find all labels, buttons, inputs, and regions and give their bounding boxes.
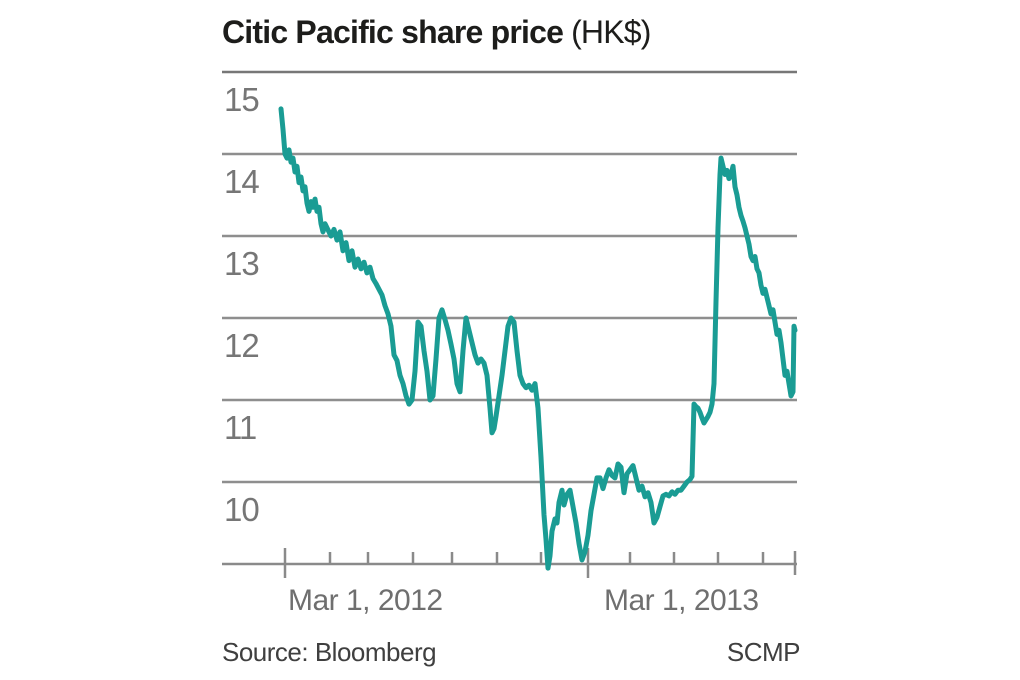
x-axis-ticks (283, 548, 797, 578)
y-axis-label: 10 (224, 491, 260, 528)
gridlines (222, 70, 797, 484)
chart-title: Citic Pacific share price (HK$) (222, 14, 822, 51)
y-axis-label: 15 (224, 81, 260, 118)
price-line (278, 106, 798, 571)
scmp-credit: SCMP (726, 637, 801, 667)
y-axis-label: 12 (224, 327, 260, 364)
y-axis-label: 13 (224, 245, 260, 282)
y-axis-label: 11 (224, 409, 257, 446)
chart-title-text: Citic Pacific share price (222, 14, 564, 50)
source-label: Source: Bloomberg (222, 637, 437, 667)
x-axis-label: Mar 1, 2013 (604, 584, 759, 617)
x-axis-label: Mar 1, 2012 (288, 584, 443, 617)
y-axis-label: 14 (224, 163, 260, 200)
chart-title-unit: (HK$) (571, 14, 651, 50)
